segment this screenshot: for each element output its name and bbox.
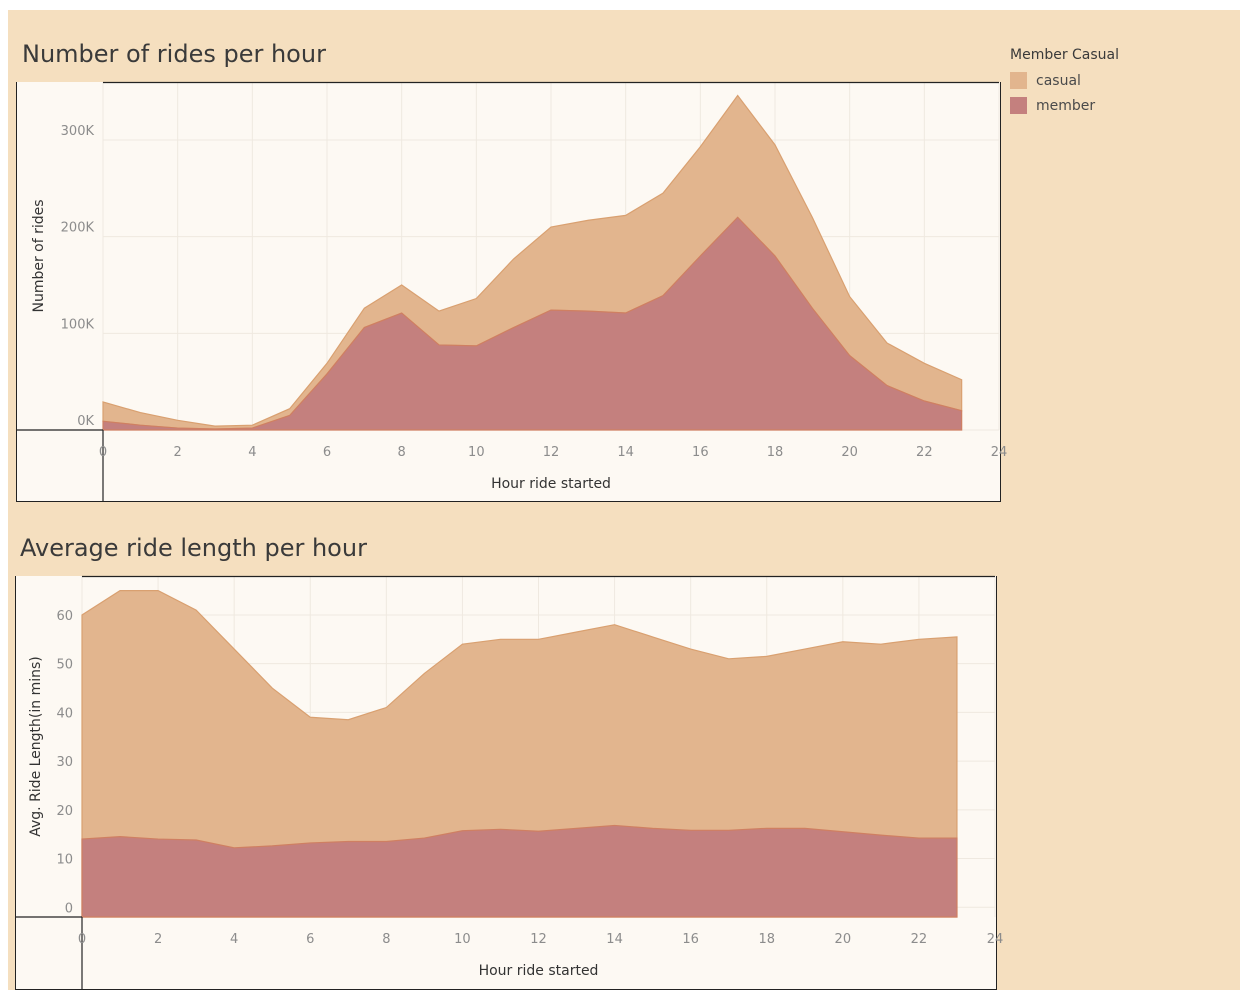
x-tick-label: 4 [248,445,256,460]
x-tick-label: 0 [78,932,86,947]
rides-per-hour-chart: 0 2 4 6 8 10 12 14 16 18 20 22 240K100K200K300KHour … [16,81,1007,502]
x-tick-label: 16 [682,932,699,947]
x-tick-label: 14 [617,445,634,460]
x-tick-label: 14 [606,932,623,947]
x-tick-label: 2 [154,932,162,947]
y-tick-label: 10 [56,853,73,868]
legend-title: Member Casual [1010,47,1120,63]
x-tick-label: 8 [398,445,406,460]
area-member [102,216,963,431]
x-tick-label: 24 [987,932,1004,947]
x-tick-label: 20 [835,932,852,947]
y-tick-label: 60 [56,609,73,624]
x-tick-label: 10 [468,445,485,460]
legend-label-member: member [1036,97,1096,114]
legend-item-casual[interactable]: casual [1010,68,1119,93]
x-tick-label: 24 [991,445,1008,460]
x-tick-label: 4 [230,932,238,947]
x-tick-label: 16 [692,445,709,460]
x-tick-label: 8 [382,932,390,947]
y-tick-label: 50 [56,658,73,673]
x-tick-label: 12 [530,932,547,947]
y-tick-label: 0 [65,901,73,916]
x-tick-label: 10 [454,932,471,947]
x-tick-label: 6 [323,445,331,460]
y-axis-title: Number of rides [31,199,47,312]
legend-item-member[interactable]: member [1010,93,1119,118]
y-tick-label: 300K [61,124,95,139]
y-tick-label: 20 [56,804,73,819]
x-tick-label: 18 [758,932,775,947]
y-axis-title: Avg. Ride Length(in mins) [28,656,44,837]
x-tick-label: 20 [841,445,858,460]
x-tick-label: 22 [911,932,928,947]
legend-swatch-casual [1010,72,1027,89]
x-tick-label: 12 [543,445,560,460]
x-tick-label: 2 [174,445,182,460]
x-tick-label: 22 [916,445,933,460]
y-tick-label: 200K [61,221,95,236]
chart-title-ride-length: Average ride length per hour [20,534,367,562]
area-member [81,824,958,918]
y-tick-label: 40 [56,706,73,721]
legend-swatch-member [1010,97,1027,114]
chart-title-rides: Number of rides per hour [22,40,326,68]
x-tick-label: 0 [99,445,107,460]
y-tick-label: 100K [61,317,95,332]
x-axis-title: Hour ride started [491,476,611,492]
y-tick-label: 30 [56,755,73,770]
x-axis-title: Hour ride started [479,963,599,979]
y-tick-label: 0K [77,414,94,429]
x-tick-label: 18 [767,445,784,460]
legend-label-casual: casual [1036,72,1081,89]
dashboard: Number of rides per hour 0 2 4 6 8 10 12 14 16 18… [8,10,1240,990]
x-tick-label: 6 [306,932,314,947]
legend: Member Casual casual member [1010,47,1119,118]
